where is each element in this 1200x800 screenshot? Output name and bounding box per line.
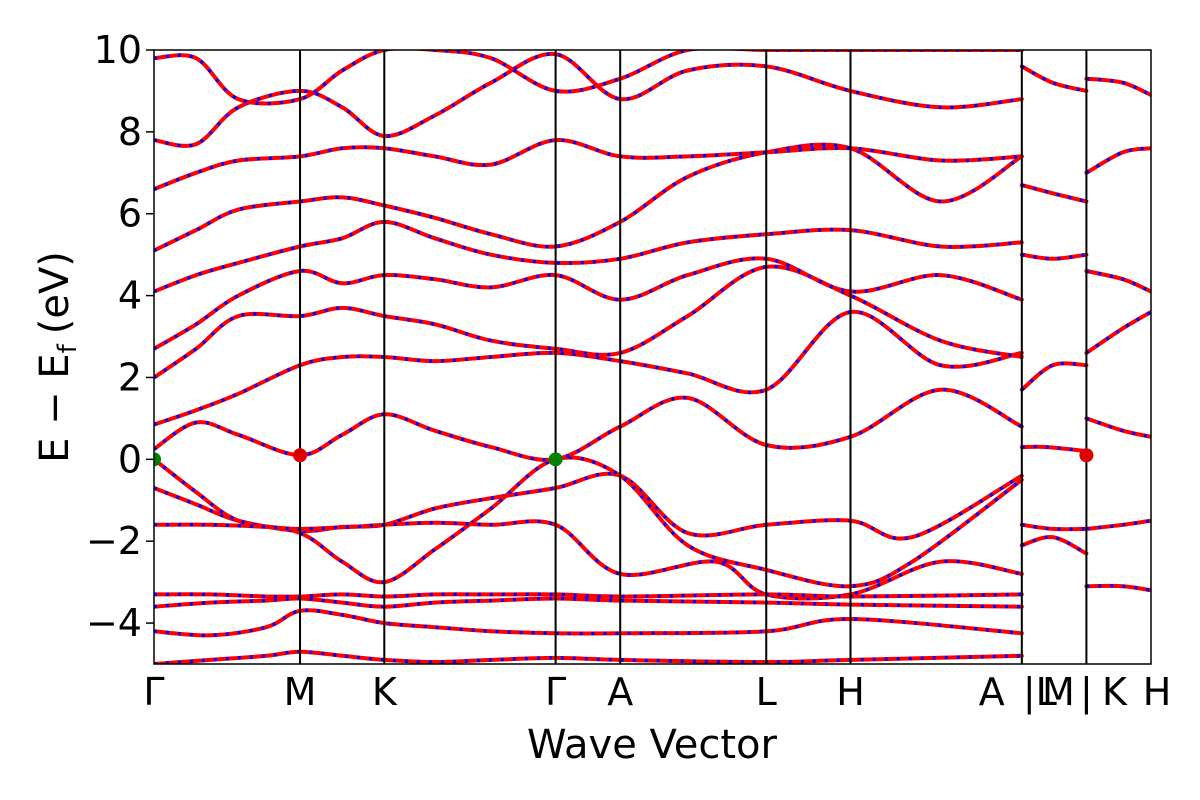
band-line-overlay-13 (154, 52, 1022, 148)
y-axis-label-main: E − E (32, 353, 78, 463)
y-tick-label: 2 (118, 355, 142, 399)
band-line-26 (1084, 269, 1151, 294)
band-line-overlay-29 (1086, 584, 1151, 593)
band-line-overlay-18 (1021, 535, 1088, 556)
band-line-overlay-15 (154, 649, 1022, 664)
x-axis-ticks: Γ M K Γ A L H A |LM | K H (143, 670, 1171, 715)
band-line-overlay-14 (154, 50, 1022, 106)
band-line-10 (154, 219, 1024, 294)
y-axis-label-unit: (eV) (32, 251, 78, 334)
bands-layer (154, 50, 1151, 664)
band-line-9 (154, 256, 1024, 351)
band-line-18 (1019, 534, 1089, 556)
band-line-20 (1019, 252, 1089, 261)
y-axis-label: E − Ef (eV) (32, 251, 83, 463)
x-tick-label: H (836, 670, 865, 714)
y-tick-label: 4 (118, 274, 142, 318)
markers-layer (154, 448, 1094, 467)
band-line-overlay-19 (1020, 361, 1087, 392)
band-line-overlay-12 (154, 138, 1022, 191)
band-line-24 (1084, 518, 1151, 531)
x-tick-label: | (1080, 670, 1093, 715)
y-axis-label-subscript: f (53, 343, 83, 353)
band-line-11 (154, 142, 1024, 253)
extremum-marker-3 (1079, 448, 1094, 463)
band-line-15 (154, 649, 1024, 664)
y-tick-label: 10 (94, 28, 142, 72)
x-tick-label: A (979, 670, 1005, 714)
band-line-16 (1019, 444, 1089, 454)
band-line-23 (1084, 416, 1151, 439)
band-line-28 (1084, 76, 1151, 97)
x-tick-label: L (756, 670, 777, 714)
y-tick-label: −2 (86, 519, 142, 563)
x-tick-label: K (1102, 670, 1128, 714)
y-tick-label: 6 (118, 192, 142, 236)
band-line-19 (1019, 361, 1089, 392)
band-line-overlay-11 (154, 142, 1023, 253)
band-line-overlay-28 (1086, 76, 1151, 97)
y-axis-ticks: 10 8 6 4 2 0 −2 −4 (86, 28, 154, 645)
extremum-marker-0 (154, 452, 161, 467)
x-axis-label: Wave Vector (527, 722, 778, 768)
y-tick-label: 8 (118, 110, 142, 154)
band-line-17 (1019, 522, 1089, 532)
x-tick-label: K (372, 670, 398, 714)
x-tick-label: Γ (143, 670, 164, 714)
x-tick-label: |L (1023, 670, 1057, 715)
band-line-6 (154, 387, 1024, 462)
band-line-overlay-16 (1021, 445, 1087, 453)
band-line-overlay-3 (154, 592, 1022, 599)
band-line-25 (1084, 310, 1151, 355)
band-line-12 (154, 138, 1024, 192)
band-line-overlay-6 (154, 387, 1023, 462)
extremum-marker-1 (548, 452, 563, 467)
high-symmetry-lines (299, 50, 1088, 664)
band-line-overlay-5 (154, 608, 1022, 638)
x-tick-label: Γ (545, 670, 566, 714)
band-line-overlay-22 (1020, 64, 1087, 93)
band-line-overlay-9 (154, 256, 1023, 351)
band-line-7 (154, 309, 1024, 427)
x-tick-label: M (1042, 670, 1075, 714)
band-line-overlay-10 (154, 220, 1022, 294)
band-line-21 (1019, 183, 1089, 204)
y-tick-label: −4 (86, 601, 142, 645)
band-line-overlay-26 (1086, 269, 1151, 294)
plot-frame (153, 49, 1152, 665)
band-line-2 (154, 519, 1024, 601)
band-line-29 (1084, 583, 1151, 593)
x-tick-label: M (284, 670, 317, 714)
band-line-27 (1084, 146, 1151, 175)
band-line-overlay-8 (154, 264, 1023, 379)
x-tick-label: H (1143, 670, 1172, 714)
x-tick-label: A (607, 670, 633, 714)
band-line-overlay-7 (154, 310, 1023, 427)
extremum-marker-2 (293, 448, 308, 463)
band-line-overlay-4 (154, 596, 1022, 609)
band-line-overlay-24 (1086, 518, 1151, 531)
y-tick-label: 0 (118, 437, 142, 481)
band-line-overlay-23 (1085, 416, 1151, 439)
band-line-overlay-2 (154, 519, 1023, 601)
band-line-22 (1019, 64, 1089, 93)
